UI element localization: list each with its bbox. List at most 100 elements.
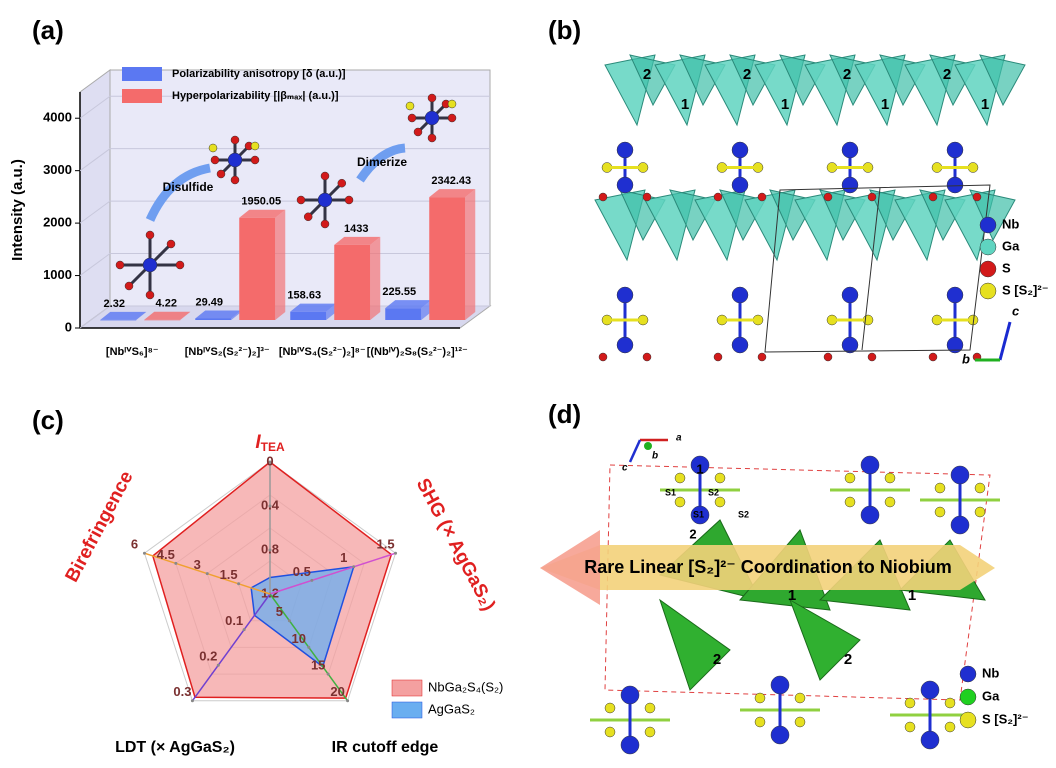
atom [920,730,940,750]
atom [867,352,877,362]
atom [713,352,723,362]
bar [195,318,232,320]
atom [884,472,896,484]
atom [974,506,986,518]
atom [928,352,938,362]
atom [714,496,726,508]
polyhedron-label: 1 [881,96,889,113]
atom [447,113,457,123]
atom [296,195,306,205]
y-tick-label: 2000 [43,215,72,230]
bar [385,308,422,320]
atom [320,171,330,181]
polyhedron-label: 2 [713,651,721,668]
atom [841,286,859,304]
tick-label: 10 [292,631,306,646]
atom [934,506,946,518]
atom [770,675,790,695]
site-label: S2 [708,487,719,497]
axis-title: Birefringence [62,468,138,586]
atom [166,239,176,249]
tick-mark [174,561,178,565]
y-tick-label: 1000 [43,267,72,282]
atom [644,726,656,738]
atom [979,260,997,278]
atom [407,113,417,123]
atom [303,212,313,222]
panel-label: (b) [548,15,581,45]
atom [674,472,686,484]
atom [844,472,856,484]
tick-label: 15 [311,658,325,673]
atom [979,216,997,234]
atom [959,688,977,706]
atom [920,680,940,700]
x-tick-label: [NbᴵⱽS₂(S₂²⁻)₂]³⁻ [185,346,270,358]
atom [210,155,220,165]
axis-label: c [1012,303,1020,318]
arrow [145,163,211,222]
atom [823,352,833,362]
tick-label: 1.5 [220,567,238,582]
atom [598,192,608,202]
arrow [356,143,406,183]
atom [823,192,833,202]
atom [972,192,982,202]
atom [770,725,790,745]
site-label: S1 [665,487,676,497]
legend-label: Nb [982,665,999,680]
tick-mark [310,578,314,582]
atom [175,260,185,270]
legend-label: Ga [982,688,1000,703]
x-tick-label: [NbᴵⱽS₆]⁸⁻ [106,346,159,358]
atom [757,192,767,202]
polyhedron [789,598,861,681]
atom [867,192,877,202]
atom [620,735,640,755]
value-label: 2342.43 [431,175,471,187]
legend-label: S [S₂]²⁻ [1002,282,1049,297]
banner-arrow [540,545,995,590]
bar [429,197,466,320]
atom [674,496,686,508]
polyhedron-label: 1 [981,96,989,113]
bar [239,217,276,320]
polyhedron-label: 1 [788,587,796,604]
atom-label: 2 [689,526,696,541]
atom [844,496,856,508]
atom [731,336,749,354]
bar [290,311,327,320]
axis-label: c [622,463,628,474]
tick-mark [287,619,291,623]
value-label: 225.55 [382,286,416,298]
tick-label: 4.5 [157,547,175,562]
polyhedron-label: 1 [908,587,916,604]
value-label: 4.22 [156,298,177,310]
value-label: 2.32 [104,298,125,310]
atom [642,352,652,362]
tick-mark [216,663,220,667]
side-wall [79,69,111,329]
y-tick-label: 4000 [43,110,72,125]
atom [598,352,608,362]
bar-side [465,189,476,320]
y-tick-label: 3000 [43,162,72,177]
banner-head [540,530,600,605]
bar [144,319,181,321]
bar-top [100,311,147,320]
polyhedron [659,598,731,691]
atom [950,515,970,535]
atom [959,711,977,729]
tick-mark [307,645,311,649]
bar-top [144,311,191,320]
polyhedron-label: 1 [781,96,789,113]
atom [884,496,896,508]
polyhedron-label: 1 [681,96,689,113]
bar-side [275,209,286,320]
atom [145,290,155,300]
grid-line [79,200,490,224]
legend-label: S [S₂]²⁻ [982,711,1029,726]
axis-label: a [676,433,682,444]
legend-label: Ga [1002,238,1020,253]
